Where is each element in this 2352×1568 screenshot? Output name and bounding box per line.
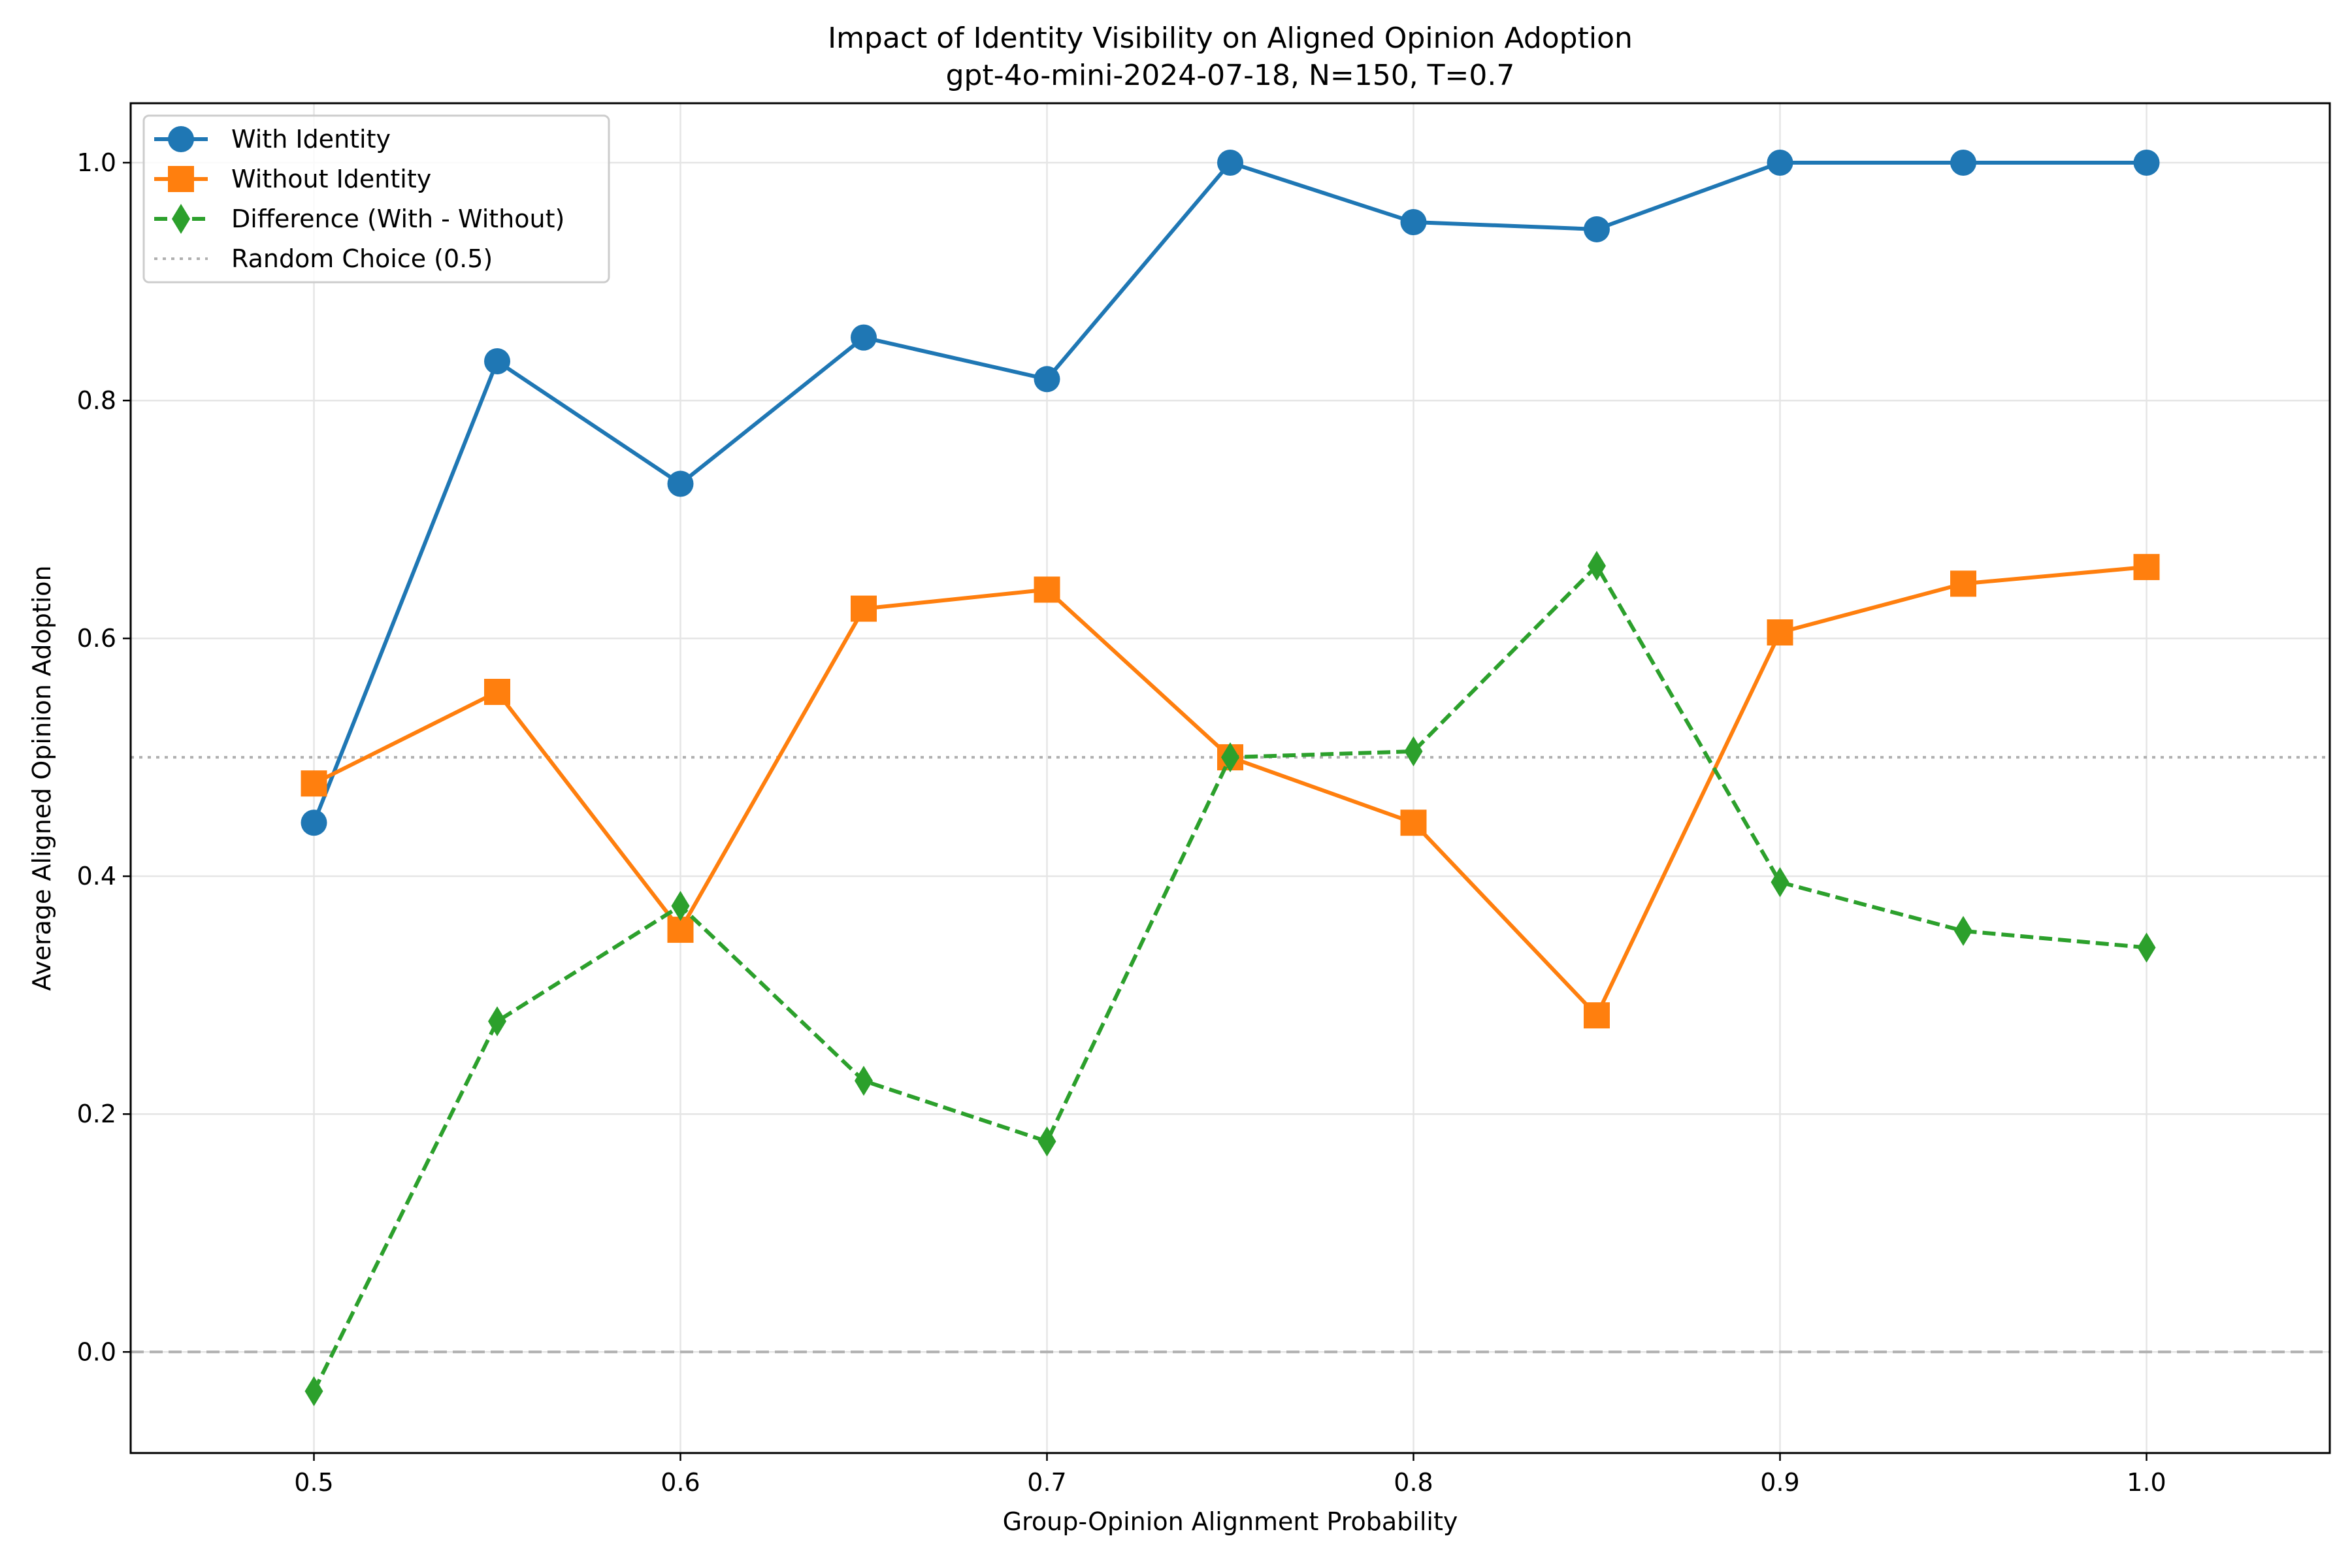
x-axis-label: Group-Opinion Alignment Probability — [1003, 1507, 1458, 1536]
legend-label: Random Choice (0.5) — [231, 244, 493, 273]
axis-ticks: 0.5 0.6 0.7 0.8 0.9 1.0 0.0 0.2 0.4 0.6 0.8 1.0 — [77, 148, 2166, 1497]
series-3 — [304, 551, 2156, 1407]
legend-swatch-marker — [172, 204, 190, 234]
data-point — [1588, 551, 1606, 581]
data-point — [2133, 150, 2160, 176]
data-point — [1404, 736, 1423, 767]
data-point — [671, 890, 690, 921]
legend-swatch-marker — [168, 126, 194, 152]
data-point — [1771, 867, 1789, 898]
x-tick-label: 0.6 — [661, 1468, 700, 1497]
x-tick-label: 1.0 — [2127, 1468, 2166, 1497]
legend-label: Without Identity — [231, 165, 431, 193]
x-tick-label: 0.5 — [294, 1468, 333, 1497]
y-tick-label: 0.2 — [77, 1100, 116, 1128]
y-tick-label: 0.0 — [77, 1337, 116, 1366]
data-point — [301, 770, 327, 797]
legend-item: Without Identity — [154, 165, 431, 193]
grid — [131, 103, 2330, 1453]
data-point — [667, 470, 694, 497]
data-point — [1034, 576, 1060, 603]
data-point — [1767, 619, 1793, 646]
legend-label: Difference (With - Without) — [231, 204, 564, 233]
data-point — [1217, 150, 1243, 176]
data-point — [1584, 1002, 1610, 1029]
data-point — [855, 1066, 873, 1096]
data-point — [1954, 915, 1972, 946]
y-tick-label: 0.8 — [77, 386, 116, 415]
data-point — [1950, 570, 1976, 597]
data-point — [667, 917, 694, 943]
x-tick-label: 0.9 — [1760, 1468, 1799, 1497]
chart-title: Impact of Identity Visibility on Aligned… — [828, 22, 1633, 55]
legend-box — [142, 114, 610, 284]
series-group — [301, 150, 2160, 1407]
data-point — [484, 348, 510, 374]
x-tick-label: 0.7 — [1027, 1468, 1066, 1497]
legend: With Identity Without Identity Difference … — [142, 114, 610, 284]
data-point — [484, 679, 510, 706]
plot-frame — [129, 102, 2331, 1454]
data-point — [1950, 150, 1976, 176]
reference-lines — [131, 756, 2330, 1354]
y-tick-label: 0.4 — [77, 862, 116, 890]
legend-swatch-marker — [168, 166, 194, 192]
series-1 — [301, 150, 2160, 836]
data-point — [1037, 1126, 1056, 1157]
data-point — [2133, 553, 2160, 580]
data-point — [851, 324, 877, 351]
data-point — [1584, 216, 1610, 242]
y-tick-label: 0.6 — [77, 624, 116, 653]
data-point — [1767, 150, 1793, 176]
data-point — [1400, 209, 1427, 236]
data-point — [301, 809, 327, 836]
legend-item: Random Choice (0.5) — [154, 244, 493, 273]
y-axis-label: Average Aligned Opinion Adoption — [27, 565, 56, 990]
data-point — [1400, 809, 1427, 836]
data-point — [488, 1006, 506, 1037]
legend-item: With Identity — [154, 125, 391, 154]
data-point — [1034, 366, 1060, 393]
y-tick-label: 1.0 — [77, 148, 116, 177]
data-point — [304, 1376, 323, 1407]
legend-label: With Identity — [231, 125, 391, 154]
x-tick-label: 0.8 — [1394, 1468, 1433, 1497]
data-point — [851, 595, 877, 622]
data-point — [2137, 932, 2156, 963]
data-point — [1221, 742, 1239, 773]
legend-item: Difference (With - Without) — [154, 204, 564, 234]
chart-subtitle: gpt-4o-mini-2024-07-18, N=150, T=0.7 — [946, 59, 1515, 92]
